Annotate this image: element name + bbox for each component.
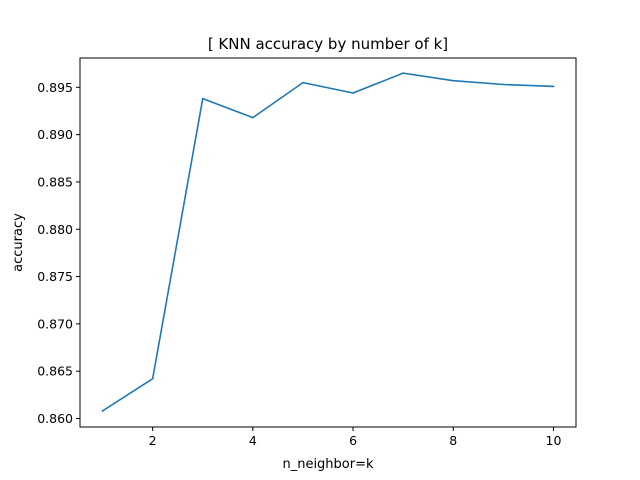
data-point (402, 72, 404, 74)
data-point (252, 116, 254, 119)
y-tick-label: 0.865 (37, 364, 73, 379)
y-tick-label: 0.880 (37, 222, 73, 237)
y-tick-label: 0.860 (37, 411, 73, 426)
y-tick-label: 0.895 (37, 80, 73, 95)
data-point (101, 410, 104, 412)
y-axis: 0.860 0.865 0.870 0.875 0.880 0.885 0.890 0.895 (37, 80, 80, 426)
data-point (201, 97, 204, 100)
x-tick-label: 10 (546, 433, 562, 448)
plot-area (79, 57, 577, 428)
x-axis: 2 4 6 8 10 (149, 427, 562, 448)
y-tick-label: 0.875 (37, 269, 73, 284)
accuracy-series-line (101, 72, 555, 413)
y-tick-label: 0.885 (37, 174, 73, 189)
data-point (502, 83, 505, 86)
x-axis-label: n_neighbor=k (282, 457, 374, 472)
data-point (151, 377, 154, 380)
axes-frame (79, 57, 577, 428)
data-point (302, 81, 304, 84)
chart-title: [ KNN accuracy by number of k] (208, 35, 448, 53)
y-tick-label: 0.870 (37, 316, 73, 331)
x-tick-label: 2 (149, 433, 157, 448)
series-layer (101, 72, 555, 413)
y-axis-label: accuracy (11, 213, 26, 272)
x-tick-label: 4 (249, 433, 257, 448)
data-point (352, 92, 354, 94)
y-tick-label: 0.890 (37, 127, 73, 142)
data-point (452, 79, 455, 82)
data-point (552, 85, 555, 88)
x-tick-label: 8 (449, 433, 457, 448)
x-tick-label: 6 (349, 433, 357, 448)
